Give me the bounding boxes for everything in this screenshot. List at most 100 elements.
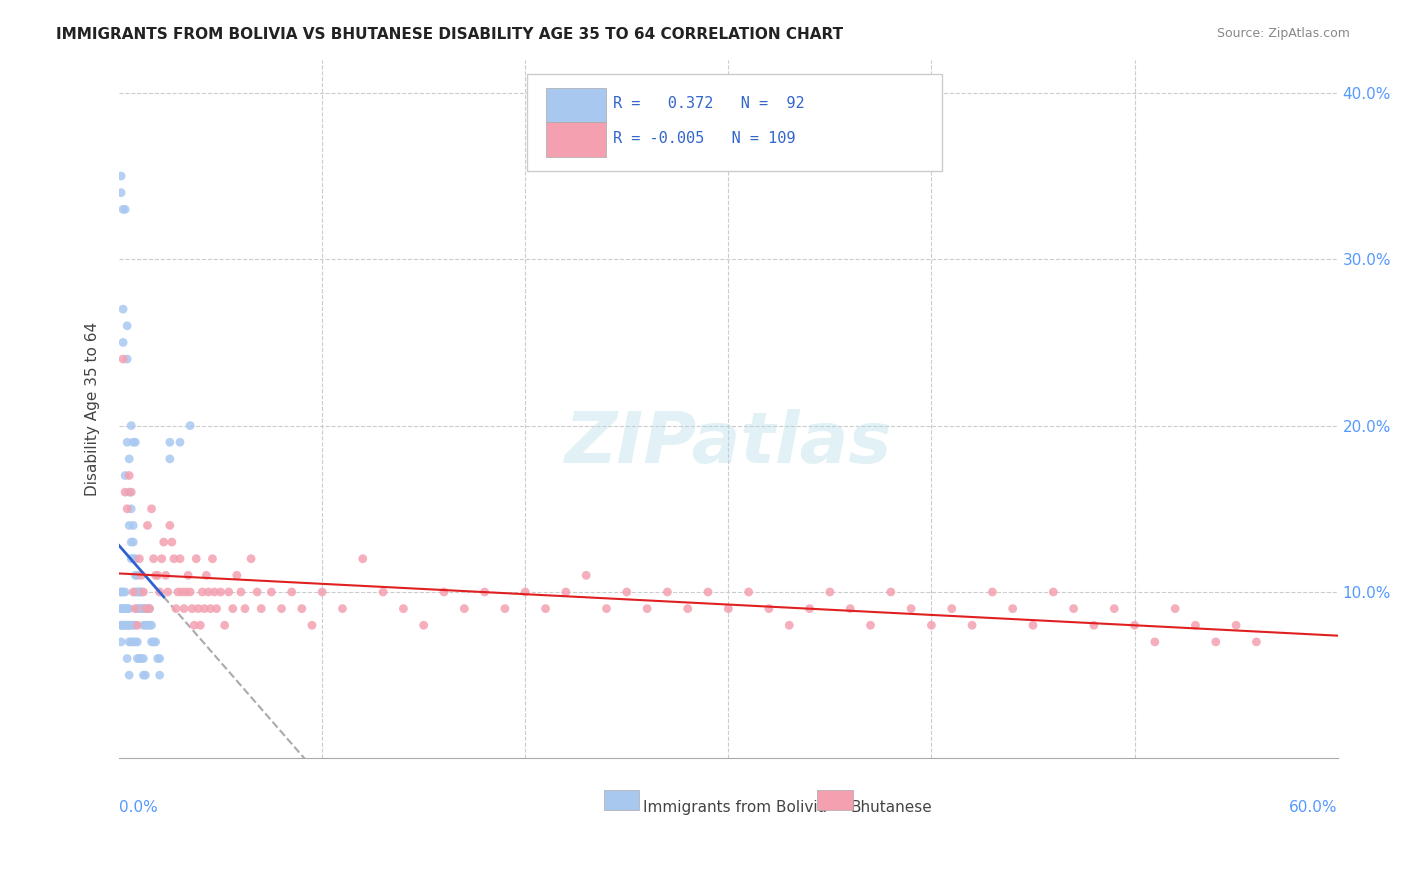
- Point: [112, 585, 135, 599]
- Point: [134, 601, 156, 615]
- Point: [112, 618, 135, 632]
- Point: [110, 618, 132, 632]
- Point: [218, 585, 240, 599]
- Point: [225, 568, 247, 582]
- Point: [197, 585, 219, 599]
- Point: [115, 435, 138, 450]
- Point: [177, 568, 200, 582]
- Point: [122, 551, 145, 566]
- Point: [201, 551, 224, 566]
- Point: [152, 535, 174, 549]
- Point: [676, 601, 699, 615]
- Text: 60.0%: 60.0%: [1289, 800, 1337, 815]
- Point: [128, 551, 150, 566]
- Point: [155, 568, 177, 582]
- Point: [142, 551, 165, 566]
- Point: [1063, 601, 1085, 615]
- Point: [149, 585, 172, 599]
- Point: [778, 618, 800, 632]
- Point: [433, 585, 456, 599]
- Point: [114, 618, 136, 632]
- Point: [141, 618, 163, 632]
- Point: [169, 435, 191, 450]
- Point: [169, 551, 191, 566]
- Point: [112, 352, 135, 367]
- Point: [124, 618, 146, 632]
- Point: [737, 585, 759, 599]
- Text: Source: ZipAtlas.com: Source: ZipAtlas.com: [1216, 27, 1350, 40]
- Point: [120, 635, 142, 649]
- Point: [118, 618, 141, 632]
- Point: [127, 585, 149, 599]
- Point: [352, 551, 374, 566]
- Point: [122, 618, 145, 632]
- Point: [229, 585, 252, 599]
- Point: [134, 618, 156, 632]
- Point: [595, 601, 617, 615]
- Point: [115, 318, 138, 333]
- Point: [616, 585, 638, 599]
- Point: [240, 551, 263, 566]
- Point: [159, 435, 181, 450]
- Point: [311, 585, 333, 599]
- Point: [138, 601, 160, 615]
- Point: [1123, 618, 1146, 632]
- Point: [291, 601, 314, 615]
- Point: [110, 186, 132, 200]
- Point: [204, 585, 226, 599]
- Point: [179, 418, 201, 433]
- Point: [187, 601, 209, 615]
- Point: [124, 585, 146, 599]
- Point: [127, 618, 149, 632]
- Point: [1143, 635, 1166, 649]
- Point: [115, 601, 138, 615]
- Point: [136, 618, 159, 632]
- Point: [1042, 585, 1064, 599]
- Point: [1184, 618, 1206, 632]
- FancyBboxPatch shape: [546, 87, 606, 122]
- Point: [260, 585, 283, 599]
- Point: [515, 585, 537, 599]
- Text: Immigrants from Bolivia: Immigrants from Bolivia: [643, 800, 827, 815]
- Point: [112, 601, 135, 615]
- Point: [127, 601, 149, 615]
- Point: [170, 585, 193, 599]
- Point: [301, 618, 323, 632]
- Point: [163, 551, 186, 566]
- Point: [120, 618, 142, 632]
- Point: [112, 202, 135, 217]
- Point: [127, 568, 149, 582]
- Point: [132, 651, 155, 665]
- Point: [134, 601, 156, 615]
- Point: [222, 601, 245, 615]
- Point: [114, 585, 136, 599]
- Point: [145, 568, 167, 582]
- FancyBboxPatch shape: [527, 73, 942, 171]
- Point: [214, 618, 236, 632]
- Point: [193, 601, 215, 615]
- Point: [114, 618, 136, 632]
- Point: [118, 485, 141, 500]
- Point: [114, 202, 136, 217]
- Point: [453, 601, 475, 615]
- Point: [179, 585, 201, 599]
- Point: [128, 601, 150, 615]
- Point: [191, 585, 214, 599]
- Point: [110, 585, 132, 599]
- Point: [118, 451, 141, 466]
- Point: [132, 668, 155, 682]
- Point: [115, 501, 138, 516]
- Point: [188, 618, 211, 632]
- Point: [159, 451, 181, 466]
- Point: [118, 518, 141, 533]
- Point: [141, 501, 163, 516]
- Point: [1246, 635, 1268, 649]
- Point: [839, 601, 862, 615]
- Point: [131, 585, 153, 599]
- Point: [131, 568, 153, 582]
- Point: [183, 618, 205, 632]
- Point: [112, 618, 135, 632]
- Point: [149, 668, 172, 682]
- Point: [859, 618, 882, 632]
- Point: [717, 601, 740, 615]
